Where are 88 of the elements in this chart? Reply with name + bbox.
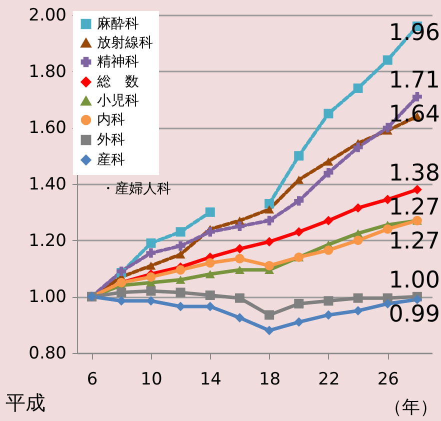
point: [264, 260, 274, 270]
y-tick-label: 1.80: [28, 62, 66, 82]
point: [412, 294, 422, 304]
point: [146, 248, 156, 258]
x-axis-title: 平成: [6, 390, 46, 414]
point: [116, 288, 126, 298]
data-label: 1.71: [388, 68, 440, 94]
legend-label: 内科: [97, 112, 125, 128]
point: [264, 216, 274, 226]
point: [205, 207, 215, 217]
point: [176, 227, 186, 237]
point: [324, 245, 334, 255]
point: [353, 142, 363, 152]
point: [412, 92, 422, 102]
point: [294, 176, 304, 184]
y-tick-label: 1.00: [28, 287, 66, 308]
point: [294, 196, 304, 206]
point: [382, 122, 392, 132]
point: [324, 108, 334, 118]
x-tick-label: 14: [200, 370, 222, 390]
legend-label: 放射線科: [97, 35, 153, 51]
point: [264, 310, 274, 320]
text: （年）: [384, 397, 438, 418]
point: [176, 265, 186, 275]
legend-label: 外科: [97, 132, 125, 148]
point: [353, 306, 363, 316]
point: [146, 262, 156, 270]
point: [294, 227, 304, 237]
annotation: ・産婦人科: [101, 181, 171, 197]
point: [146, 238, 156, 248]
legend-label: 総 数: [96, 74, 139, 90]
x-tick-label: 22: [318, 370, 340, 390]
y-tick-label: 0.80: [28, 344, 66, 364]
point: [412, 184, 422, 194]
legend-label: 精神科: [97, 54, 139, 70]
data-label: 1.64: [388, 102, 440, 128]
point: [264, 237, 274, 246]
x-tick-label: 26: [377, 370, 399, 390]
x-tick-label: 18: [258, 370, 281, 390]
point: [176, 276, 186, 284]
x-tick-label: 6: [86, 370, 98, 390]
point: [146, 272, 156, 282]
y-tick-label: 1.60: [28, 118, 66, 138]
point: [146, 286, 156, 296]
y-tick-label: 2.00: [28, 6, 66, 26]
data-label: 1.38: [388, 160, 440, 187]
point: [264, 205, 274, 214]
point: [176, 250, 186, 259]
point: [205, 227, 215, 237]
point: [234, 244, 244, 254]
point: [324, 168, 334, 178]
point: [176, 241, 186, 251]
point: [234, 254, 244, 264]
data-label: 1.27: [388, 228, 440, 255]
point: [176, 302, 186, 312]
point: [353, 203, 363, 213]
point: [324, 157, 334, 166]
data-label: 0.99: [388, 302, 440, 328]
point: [264, 326, 274, 336]
point: [324, 296, 334, 306]
point: [264, 198, 274, 208]
point: [353, 236, 363, 246]
point: [353, 293, 363, 303]
data-label: 1.27: [388, 194, 440, 221]
point: [324, 310, 334, 320]
point: [353, 83, 363, 93]
point: [294, 298, 304, 308]
point: [382, 55, 392, 65]
legend-label: 産科: [97, 152, 125, 168]
point: [234, 222, 244, 231]
x-tick-label: 10: [140, 370, 162, 390]
point: [294, 317, 304, 327]
y-tick-label: 1.20: [28, 230, 66, 251]
y-tick-label: 1.40: [28, 174, 66, 194]
point: [234, 313, 244, 323]
point: [205, 270, 215, 278]
point: [176, 288, 186, 298]
point: [382, 224, 392, 234]
point: [294, 151, 304, 161]
point: [205, 258, 215, 268]
data-label: 1.00: [388, 268, 440, 294]
point: [146, 296, 156, 306]
point: [234, 293, 244, 303]
point: [234, 266, 244, 274]
legend-label: 小児科: [97, 93, 139, 109]
legend-label: 麻酔科: [97, 16, 139, 32]
point: [324, 216, 334, 226]
point: [205, 290, 215, 300]
